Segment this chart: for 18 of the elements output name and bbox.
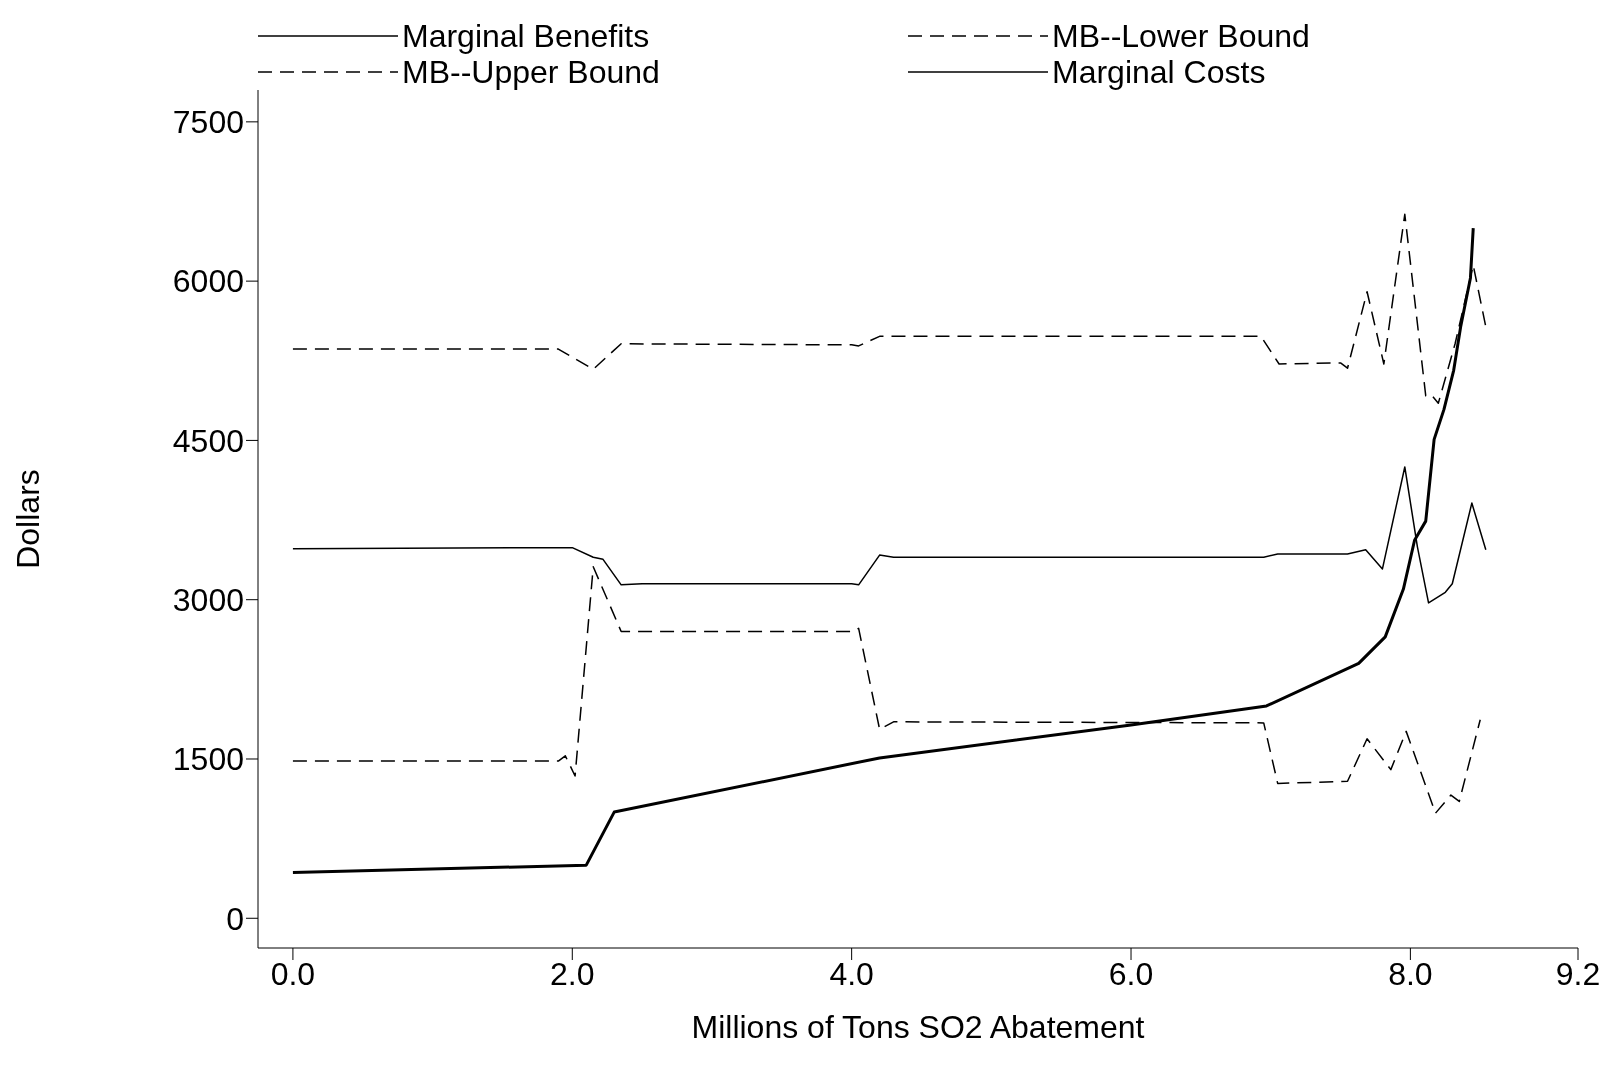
x-axis-title: Millions of Tons SO2 Abatement — [691, 1009, 1145, 1045]
y-tick-label: 4500 — [172, 422, 244, 459]
legend-label: Marginal Costs — [1052, 54, 1266, 90]
y-tick-label: 3000 — [172, 582, 244, 619]
y-tick-label: 7500 — [172, 104, 244, 141]
x-tick-label: 6.0 — [1108, 955, 1154, 992]
legend-label: Marginal Benefits — [402, 18, 650, 54]
x-tick-label: 4.0 — [829, 955, 874, 992]
legend-label: MB--Upper Bound — [402, 54, 660, 90]
legend-label: MB--Lower Bound — [1052, 18, 1310, 54]
y-tick-label: 6000 — [172, 263, 244, 300]
x-tick-label: 2.0 — [550, 955, 595, 992]
y-tick-label: 0 — [226, 900, 244, 937]
x-tick-label: 8.0 — [1388, 955, 1433, 992]
y-axis-title: Dollars — [10, 469, 47, 569]
y-tick-label: 1500 — [172, 741, 244, 778]
x-tick-label: 9.2 — [1555, 955, 1601, 992]
x-tick-label: 0.0 — [270, 955, 316, 992]
